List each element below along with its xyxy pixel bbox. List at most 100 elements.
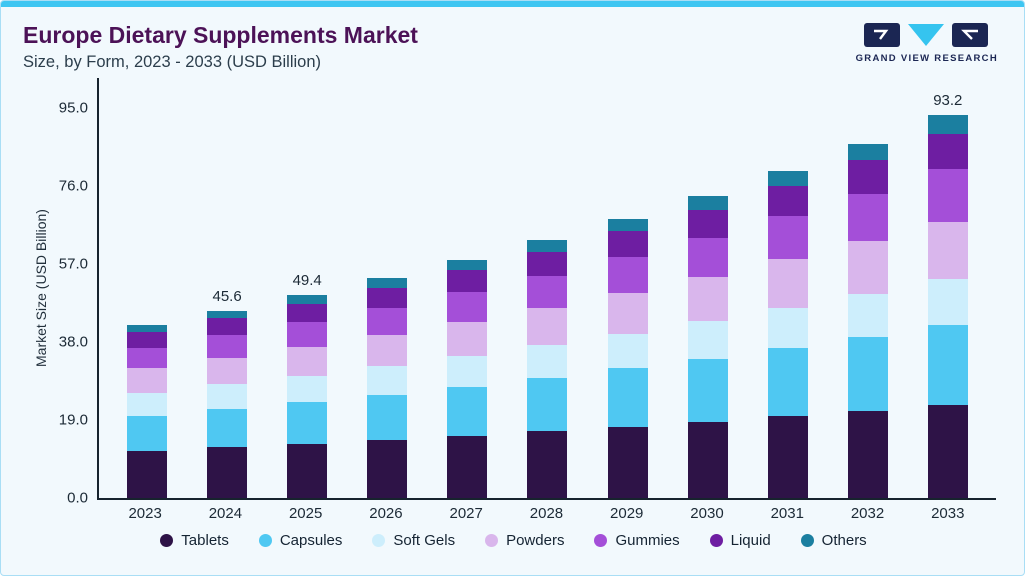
bar-segment-liquid [927, 134, 968, 169]
bar-stack [527, 240, 568, 498]
bar-segment-others [687, 195, 728, 210]
bar-segment-gummies [527, 275, 568, 309]
bar-segment-liquid [687, 209, 728, 238]
bar-column [847, 143, 888, 498]
legend-item-liquid: Liquid [709, 532, 771, 549]
bar-segment-soft-gels [367, 366, 408, 395]
bar-column [367, 278, 408, 498]
bar-segment-powders [127, 368, 168, 394]
bar-segment-gummies [287, 322, 328, 347]
bar-segment-gummies [367, 307, 408, 335]
bar-segment-liquid [447, 270, 488, 293]
x-tick-label: 2028 [529, 505, 564, 523]
logo-right-glyph [960, 29, 978, 40]
bar-segment-capsules [527, 377, 568, 432]
bar-segment-tablets [687, 421, 728, 498]
bar-segment-tablets [207, 447, 248, 498]
bar-segment-soft-gels [767, 307, 808, 348]
legend-label: Others [821, 531, 867, 549]
x-tick-label: 2029 [610, 505, 644, 523]
bar-segment-capsules [607, 368, 648, 427]
bar-segment-others [127, 324, 168, 333]
bar-stack [207, 310, 248, 498]
bar-segment-liquid [127, 332, 168, 348]
y-axis-title: Market Size (USD Billion) [33, 208, 49, 367]
bar-segment-gummies [607, 257, 648, 293]
bar-segment-soft-gels [207, 384, 248, 410]
y-tick-label: 76.0 [58, 177, 88, 195]
y-axis-ticks: 0.0 19.0 38.0 57.0 76.0 95.0 [51, 78, 97, 506]
bar-stack [447, 260, 488, 498]
bar-column [127, 324, 168, 498]
bar-stack [127, 324, 168, 498]
legend-item-gummies: Gummies [594, 532, 680, 549]
x-tick-label: 2033 [931, 505, 965, 523]
bar-column [527, 240, 568, 498]
bar-column [607, 219, 648, 498]
bar-segment-tablets [607, 426, 648, 498]
bar-segment-capsules [447, 386, 488, 436]
bar-segment-powders [447, 321, 488, 357]
bar-segment-capsules [127, 415, 168, 451]
y-tick-label: 95.0 [58, 99, 88, 117]
x-axis-labels: 2023 2024 2025 2026 2027 2028 2029 2030 2031 2032… [97, 500, 996, 528]
bar-segment-gummies [127, 347, 168, 369]
bar-segment-soft-gels [287, 375, 328, 403]
bar-column: 93.2 [927, 92, 968, 498]
bar-segment-powders [687, 276, 728, 322]
bar-segment-powders [287, 346, 328, 376]
legend-swatch-gummies [594, 533, 608, 547]
x-tick-label: 2032 [850, 505, 885, 523]
bar-segment-soft-gels [527, 345, 568, 378]
legend-label: Powders [506, 531, 565, 549]
bar-segment-soft-gels [927, 278, 968, 325]
x-tick-label: 2027 [449, 505, 483, 523]
bar-segment-others [927, 115, 968, 135]
bar-segment-tablets [847, 411, 888, 498]
bar-segment-powders [927, 221, 968, 279]
bar-segment-capsules [847, 336, 888, 412]
legend-item-tablets: Tablets [160, 532, 229, 549]
bar-segment-soft-gels [447, 356, 488, 387]
legend-swatch-liquid [709, 533, 723, 547]
bar-stack [607, 219, 648, 498]
legend-swatch-powders [485, 533, 499, 547]
bar-segment-gummies [847, 193, 888, 242]
y-tick-label: 38.0 [58, 333, 88, 351]
top-accent-bar [1, 1, 1024, 7]
title-block: Europe Dietary Supplements Market Size, … [23, 21, 418, 72]
bar-stack [287, 295, 328, 498]
bar-segment-powders [527, 308, 568, 346]
plot-wrap: 45.6 49.4 93.2 2023 2024 2025 2026 2027 2028 202… [97, 77, 996, 528]
bar-segment-gummies [687, 237, 728, 277]
x-tick-label: 2023 [128, 505, 162, 523]
bar-stack [847, 143, 888, 498]
bar-segment-soft-gels [687, 321, 728, 359]
bar-column: 45.6 [207, 288, 248, 498]
bar-segment-soft-gels [127, 393, 168, 416]
bars: 45.6 49.4 93.2 [99, 78, 996, 498]
legend-item-capsules: Capsules [258, 531, 343, 549]
x-tick-label: 2031 [770, 505, 804, 523]
bar-segment-liquid [207, 318, 248, 336]
bar-segment-powders [607, 292, 648, 334]
legend-label: Capsules [279, 531, 343, 549]
y-tick-label: 19.0 [58, 411, 88, 429]
bar-segment-others [447, 260, 488, 271]
legend-label: Tablets [181, 531, 229, 549]
bar-column [767, 170, 808, 498]
grand-view-research-logo: GRAND VIEW RESEARCH [856, 23, 998, 64]
bar-segment-tablets [447, 435, 488, 498]
bar-segment-tablets [127, 450, 168, 498]
bar-segment-soft-gels [607, 333, 648, 369]
bar-segment-tablets [527, 431, 568, 498]
page-subtitle: Size, by Form, 2023 - 2033 (USD Billion) [23, 52, 322, 71]
logo-center-triangle [907, 24, 944, 46]
bar-stack [767, 170, 808, 498]
bar-segment-liquid [847, 160, 888, 194]
bar-segment-gummies [207, 335, 248, 358]
bar-segment-others [847, 143, 888, 161]
bar-segment-gummies [927, 168, 968, 222]
legend-item-powders: Powders [485, 532, 564, 549]
